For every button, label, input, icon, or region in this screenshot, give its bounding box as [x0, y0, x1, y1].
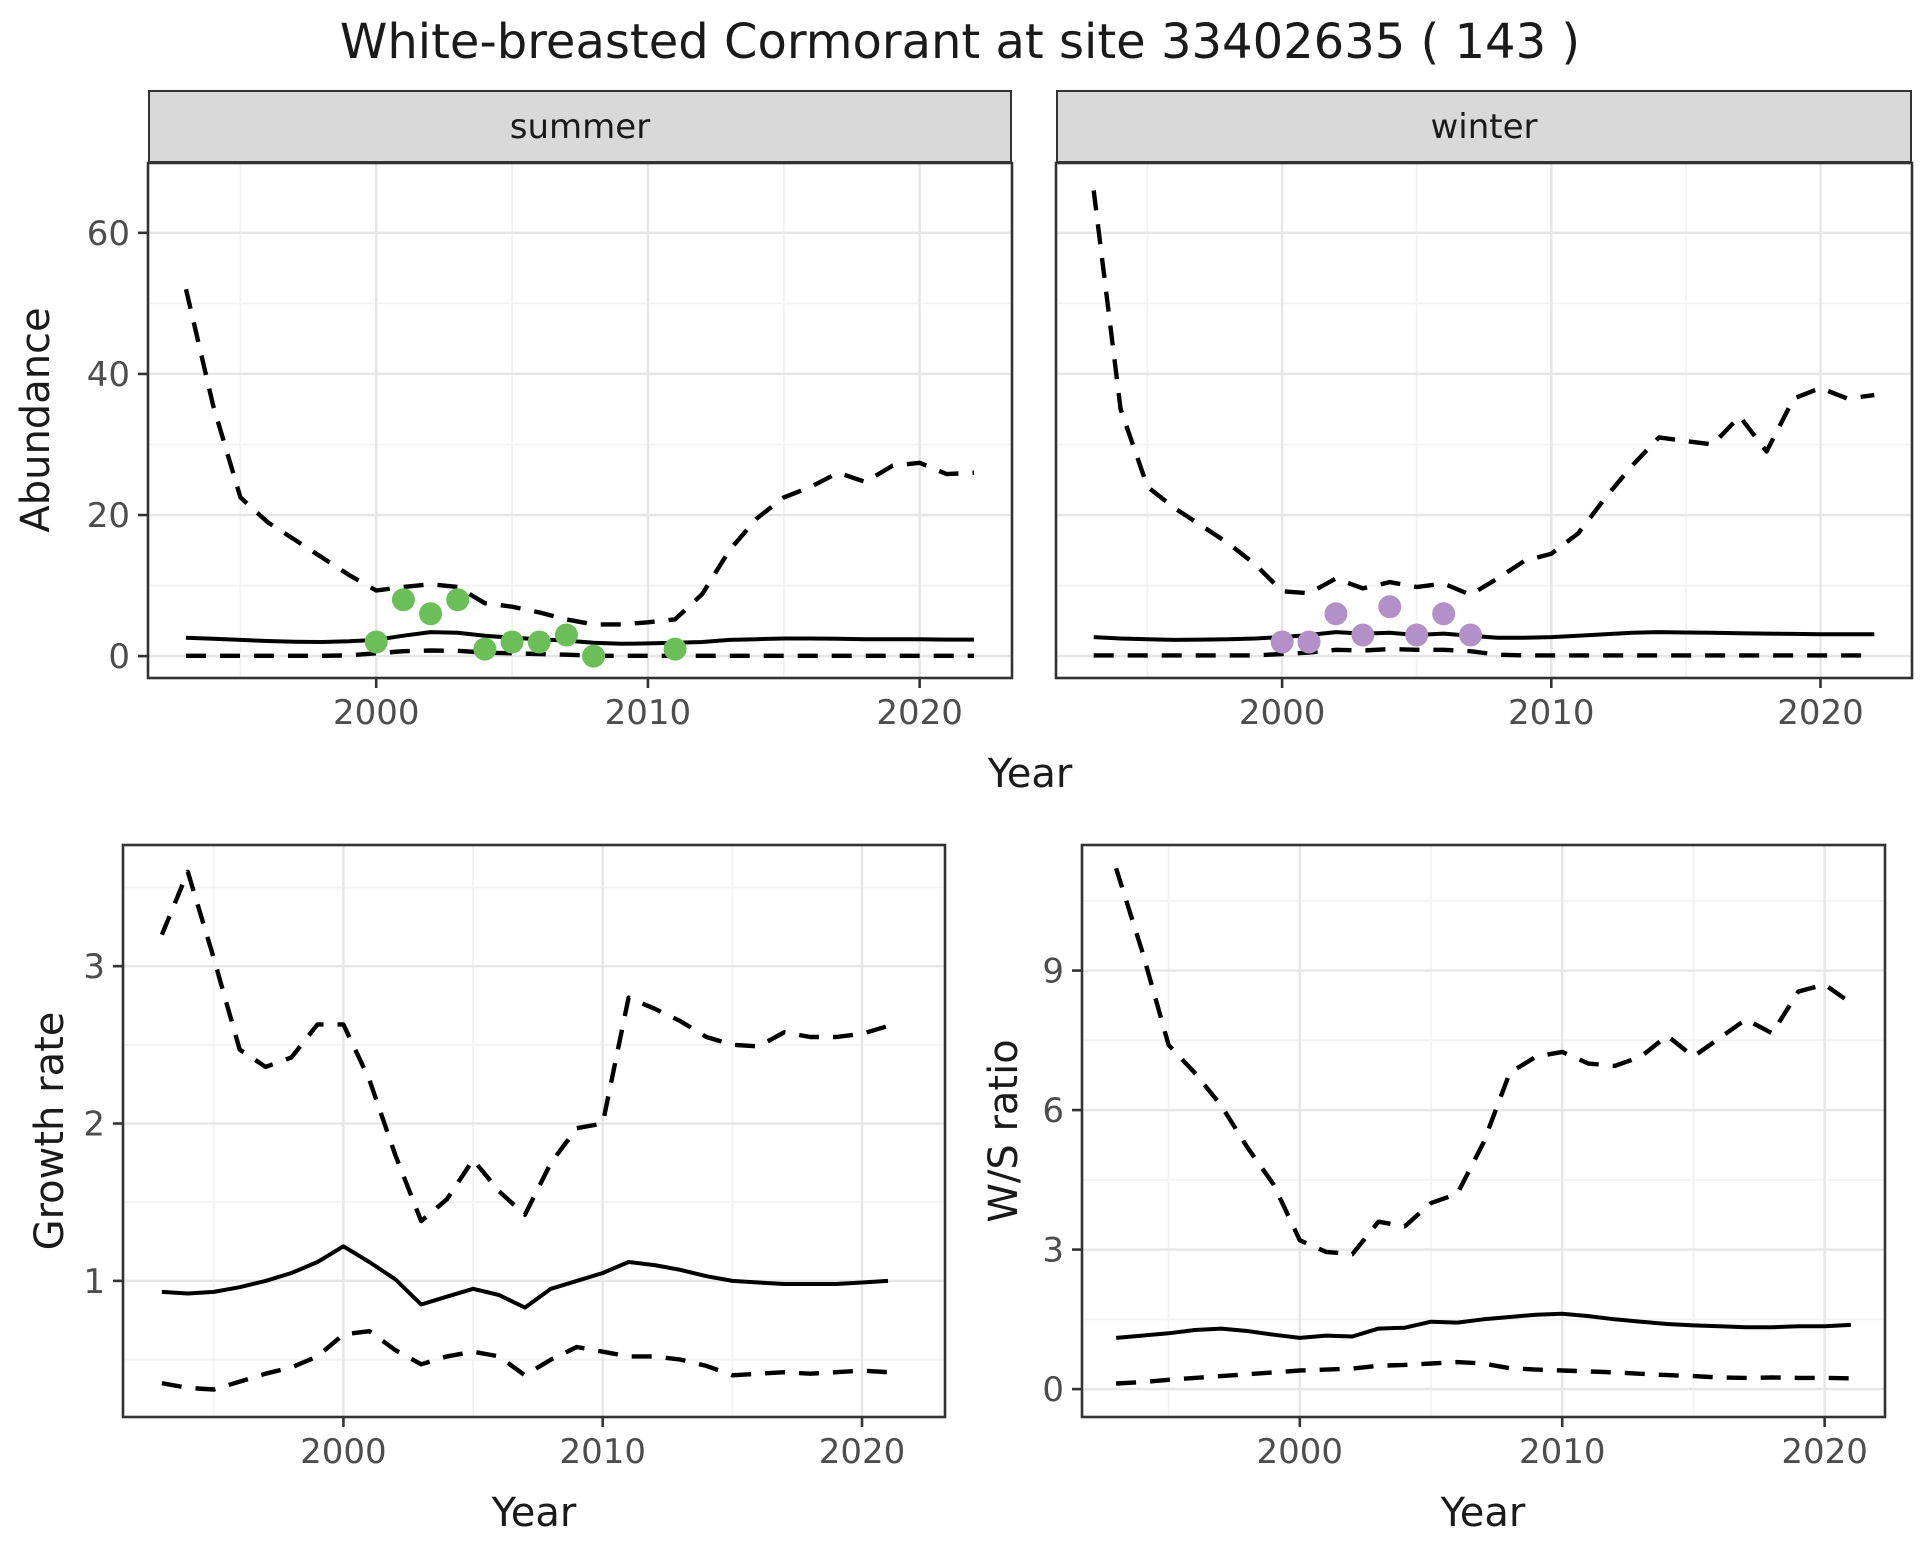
y-tick-label: 20	[87, 496, 130, 536]
abundance-summer-observed-count-point	[364, 630, 388, 654]
chart-title: White-breasted Cormorant at site 3340263…	[339, 14, 1581, 70]
y-tick-label: 40	[87, 355, 130, 395]
x-tick-label: 2020	[1777, 693, 1864, 733]
x-axis-title-year-ws: Year	[1440, 1490, 1526, 1536]
abundance-winter-observed-count-point	[1324, 602, 1348, 626]
x-tick-label: 2020	[1781, 1432, 1868, 1472]
abundance-summer-observed-count-point	[500, 630, 524, 654]
y-tick-label: 1	[83, 1262, 105, 1302]
facet-strip-summer-label: summer	[509, 106, 651, 147]
y-tick-label: 3	[83, 947, 105, 987]
x-tick-label: 2010	[559, 1432, 646, 1472]
abundance-winter-observed-count-point	[1270, 630, 1294, 654]
abundance-winter-observed-count-point	[1459, 623, 1483, 647]
growth-rate-panel-bg	[123, 845, 945, 1417]
abundance-summer-observed-count-point	[446, 588, 470, 612]
abundance-summer-observed-count-point	[582, 644, 606, 668]
x-tick-label: 2010	[605, 693, 692, 733]
ws-ratio-median-line	[1115, 1311, 1852, 1340]
ws-ratio-upper-95ci-line	[1114, 867, 1853, 1257]
x-tick-label: 2010	[1508, 693, 1595, 733]
x-tick-label: 2020	[876, 693, 963, 733]
x-tick-label: 2020	[819, 1432, 906, 1472]
x-tick-label: 2000	[300, 1432, 387, 1472]
abundance-summer-panel-border	[146, 161, 1014, 680]
facet-strip-summer: summer	[148, 90, 1012, 163]
abundance-summer-median-line	[185, 630, 974, 646]
y-axis-title-abundance: Abundance	[13, 307, 59, 533]
x-axis-title-year-growth: Year	[491, 1490, 577, 1536]
abundance-winter-observed-count-point	[1405, 623, 1429, 647]
y-tick-label: 2	[83, 1105, 105, 1145]
x-tick-label: 2000	[1257, 1432, 1344, 1472]
growth-rate-median-line	[161, 1244, 889, 1310]
growth-rate-upper-95ci-line	[159, 869, 889, 1224]
x-tick-label: 2010	[1519, 1432, 1606, 1472]
ws-ratio-lower-95ci-line	[1115, 1359, 1851, 1386]
abundance-summer-panel-bg	[148, 163, 1012, 678]
abundance-winter-observed-count-point	[1351, 623, 1375, 647]
abundance-summer-observed-count-point	[663, 637, 687, 661]
growth-rate-lower-95ci-line	[161, 1328, 889, 1392]
y-tick-label: 0	[108, 637, 130, 677]
abundance-summer-lower-95ci-line	[186, 648, 974, 658]
x-axis-title-year-top: Year	[987, 751, 1073, 797]
x-tick-label: 2000	[1239, 693, 1326, 733]
y-tick-label: 3	[1042, 1231, 1064, 1271]
abundance-winter-upper-95ci-line	[1091, 190, 1875, 597]
y-tick-label: 6	[1042, 1091, 1064, 1131]
abundance-summer-upper-95ci-line	[183, 288, 975, 627]
abundance-winter-observed-count-point	[1297, 630, 1321, 654]
growth-rate-panel-border	[121, 843, 947, 1419]
abundance-summer-observed-count-point	[419, 602, 443, 626]
ws-ratio-panel-border	[1080, 843, 1887, 1419]
abundance-winter-panel-border	[1054, 161, 1914, 680]
y-axis-title-ws-ratio: W/S ratio	[981, 1039, 1027, 1223]
abundance-summer-observed-count-point	[527, 630, 551, 654]
y-tick-label: 60	[87, 214, 130, 254]
abundance-winter-observed-count-point	[1432, 602, 1456, 626]
abundance-winter-median-line	[1093, 630, 1875, 642]
abundance-summer-observed-count-point	[473, 637, 497, 661]
facet-strip-winter: winter	[1056, 90, 1912, 163]
abundance-summer-observed-count-point	[391, 588, 415, 612]
y-tick-label: 0	[1042, 1370, 1064, 1410]
abundance-winter-observed-count-point	[1378, 595, 1402, 619]
abundance-summer-observed-count-point	[554, 623, 578, 647]
abundance-winter-panel-bg	[1056, 163, 1912, 678]
ws-ratio-panel-bg	[1082, 845, 1885, 1417]
y-tick-label: 9	[1042, 952, 1064, 992]
y-axis-title-growth: Growth rate	[27, 1011, 73, 1251]
abundance-winter-lower-95ci-line	[1093, 646, 1875, 658]
facet-strip-winter-label: winter	[1430, 106, 1538, 147]
x-tick-label: 2000	[333, 693, 420, 733]
